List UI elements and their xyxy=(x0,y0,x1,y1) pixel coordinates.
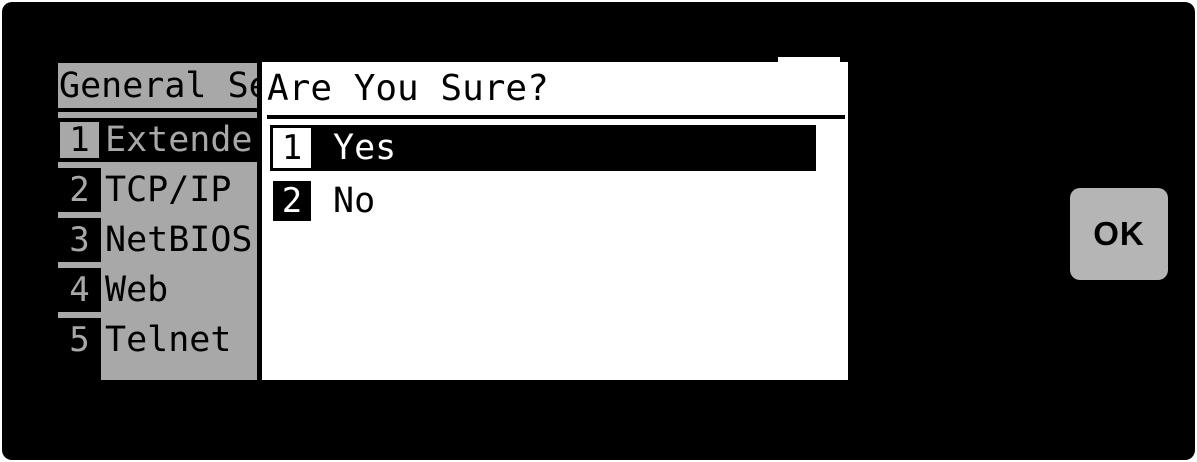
ok-button[interactable]: OK xyxy=(1070,188,1168,280)
menu-title: General Se xyxy=(59,66,257,106)
menu-item-label: Web xyxy=(105,270,169,310)
option-label: Yes xyxy=(333,128,397,168)
menu-item-number-badge: 4 xyxy=(58,268,101,312)
menu-item-tcpip[interactable]: 2 TCP/IP xyxy=(58,168,257,212)
option-number-badge: 1 xyxy=(273,128,311,168)
menu-item-web[interactable]: 4 Web xyxy=(58,268,257,312)
confirm-dialog: Are You Sure? 1 Yes 2 No xyxy=(262,62,848,380)
dialog-top-tab xyxy=(778,57,840,65)
menu-item-number-badge: 1 xyxy=(58,118,101,162)
option-number-badge: 2 xyxy=(273,181,311,221)
menu-item-label: Extende xyxy=(105,120,253,160)
menu-item-label: NetBIOS xyxy=(105,220,253,260)
dialog-title-underline xyxy=(267,115,845,119)
menu-item-extended[interactable]: 1 Extende xyxy=(58,118,257,162)
menu-item-label: Telnet xyxy=(105,320,232,360)
menu-item-number-badge: 2 xyxy=(58,168,101,212)
menu-item-list: 1 Extende 2 TCP/IP 3 NetBIOS 4 Web 5 Tel… xyxy=(58,118,257,368)
menu-item-number-badge: 3 xyxy=(58,218,101,262)
dialog-option-no[interactable]: 2 No xyxy=(270,178,816,224)
menu-item-number-badge: 5 xyxy=(58,318,101,362)
menu-item-netbios[interactable]: 3 NetBIOS xyxy=(58,218,257,262)
menu-title-underline xyxy=(58,108,257,112)
dialog-title: Are You Sure? xyxy=(267,68,549,109)
menu-item-label: TCP/IP xyxy=(105,170,232,210)
badge-column-bottom-strip xyxy=(58,362,101,380)
general-settings-menu: General Se 1 Extende 2 TCP/IP 3 NetBIOS … xyxy=(58,63,257,380)
menu-item-telnet[interactable]: 5 Telnet xyxy=(58,318,257,362)
dialog-option-yes[interactable]: 1 Yes xyxy=(270,125,816,171)
option-label: No xyxy=(333,181,376,221)
